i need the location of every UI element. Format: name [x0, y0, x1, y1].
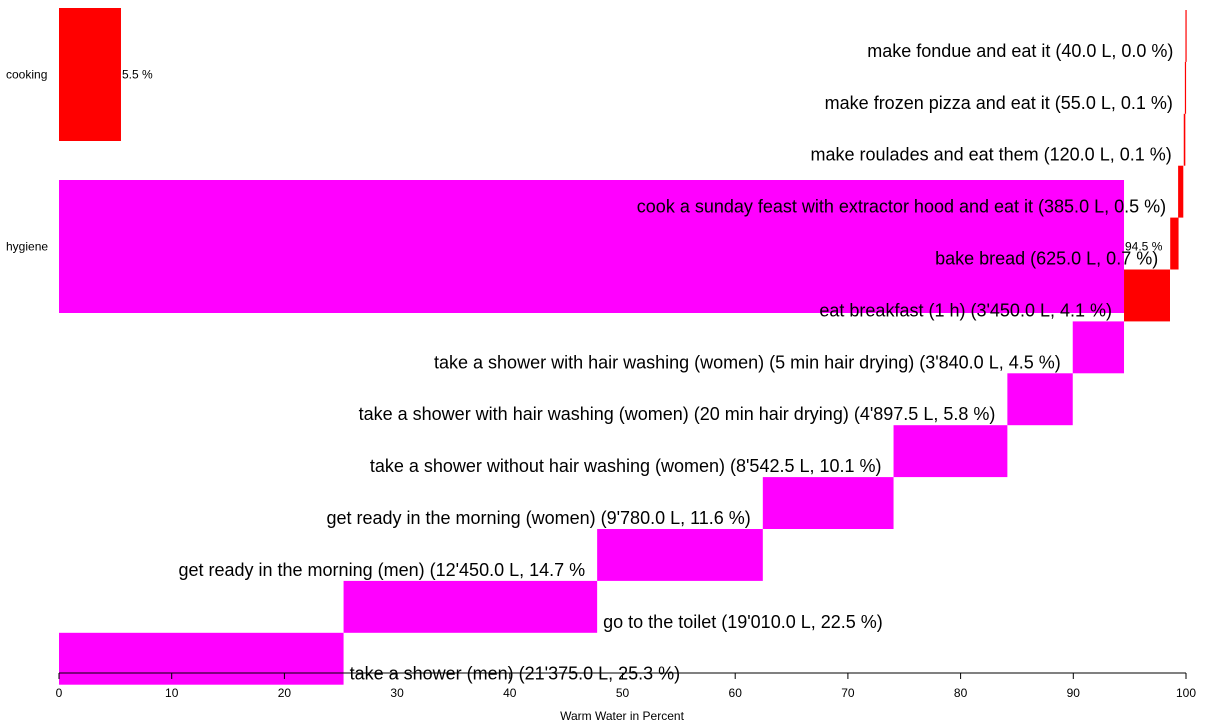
waterfall-label: take a shower with hair washing (women) … [359, 404, 996, 424]
waterfall-label: bake bread (625.0 L, 0.7 %) [935, 249, 1158, 269]
x-axis: Warm Water in Percent 0 10 20 30 40 50 60 70 80 9… [56, 672, 1196, 723]
x-tick-label: 70 [841, 686, 855, 700]
waterfall-bar [1170, 217, 1179, 270]
x-tick-label: 100 [1176, 686, 1196, 700]
waterfall-label: take a shower with hair washing (women) … [434, 352, 1061, 372]
waterfall-bar [1184, 61, 1187, 114]
x-tick-label: 0 [56, 686, 63, 700]
category-bars-layer: cooking 5.5 % hygiene 94.5 % [6, 8, 1163, 313]
waterfall-label: get ready in the morning (women) (9'780.… [326, 508, 750, 528]
waterfall-label: eat breakfast (1 h) (3'450.0 L, 4.1 %) [819, 300, 1112, 320]
x-tick-label: 20 [278, 686, 292, 700]
waterfall-bars-layer: make fondue and eat it (40.0 L, 0.0 %) ma… [59, 10, 1187, 685]
category-value-label: 94.5 % [1125, 240, 1163, 254]
category-bar-cooking [59, 8, 121, 141]
waterfall-label: make roulades and eat them (120.0 L, 0.1… [811, 145, 1172, 165]
category-label-cooking: cooking [6, 68, 47, 82]
waterfall-bar [1007, 373, 1073, 426]
waterfall-bar [59, 632, 344, 685]
waterfall-bar [1183, 113, 1186, 166]
x-tick-label: 60 [729, 686, 743, 700]
x-tick-label: 10 [165, 686, 179, 700]
waterfall-bar [1072, 321, 1125, 374]
waterfall-bar [1124, 269, 1170, 322]
waterfall-label: make fondue and eat it (40.0 L, 0.0 %) [867, 41, 1173, 61]
x-tick-label: 90 [1067, 686, 1081, 700]
category-value-label: 5.5 % [122, 68, 153, 82]
category-bar-hygiene [59, 180, 1125, 313]
waterfall-label: make frozen pizza and eat it (55.0 L, 0.… [825, 93, 1173, 113]
waterfall-bar [893, 425, 1008, 478]
waterfall-label: take a shower without hair washing (wome… [370, 456, 882, 476]
waterfall-bar [762, 477, 894, 529]
waterfall-bar [343, 580, 598, 633]
category-label-hygiene: hygiene [6, 240, 48, 254]
x-tick-label: 50 [616, 686, 630, 700]
x-tick-label: 30 [390, 686, 404, 700]
x-axis-title: Warm Water in Percent [560, 709, 684, 723]
waterfall-label: go to the toilet (19'010.0 L, 22.5 %) [603, 612, 883, 632]
waterfall-label: take a shower (men) (21'375.0 L, 25.3 %) [350, 664, 681, 684]
waterfall-label: cook a sunday feast with extractor hood … [637, 197, 1166, 217]
x-tick-label: 80 [954, 686, 968, 700]
waterfall-bar [1185, 10, 1187, 62]
x-tick-label: 40 [503, 686, 517, 700]
waterfall-bar [1178, 165, 1184, 218]
waterfall-label: get ready in the morning (men) (12'450.0… [178, 560, 585, 580]
waterfall-bar [597, 529, 763, 581]
